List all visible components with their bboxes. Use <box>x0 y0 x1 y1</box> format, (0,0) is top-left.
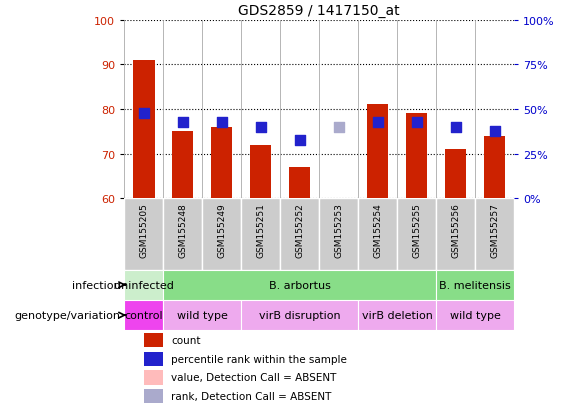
Point <box>295 138 304 144</box>
Point <box>178 120 187 126</box>
Text: B. arbortus: B. arbortus <box>269 280 331 290</box>
Bar <box>241 199 280 270</box>
Bar <box>144 352 163 366</box>
Point <box>257 124 266 131</box>
Bar <box>133 61 154 199</box>
Text: rank, Detection Call = ABSENT: rank, Detection Call = ABSENT <box>171 392 332 401</box>
Bar <box>436 300 514 330</box>
Text: GSM155253: GSM155253 <box>334 202 343 257</box>
Bar <box>406 114 427 199</box>
Text: GSM155249: GSM155249 <box>218 202 226 257</box>
Point <box>490 128 499 135</box>
Point <box>412 120 421 126</box>
Text: value, Detection Call = ABSENT: value, Detection Call = ABSENT <box>171 373 336 382</box>
Text: infection: infection <box>72 280 120 290</box>
Point <box>217 120 226 126</box>
Text: wild type: wild type <box>450 311 501 320</box>
Bar <box>397 199 436 270</box>
Text: GSM155252: GSM155252 <box>295 202 304 257</box>
Text: uninfected: uninfected <box>114 280 173 290</box>
Bar <box>358 300 436 330</box>
Text: genotype/variation: genotype/variation <box>14 311 120 320</box>
Bar <box>211 128 232 199</box>
Point <box>139 111 148 117</box>
Text: virB deletion: virB deletion <box>362 311 433 320</box>
Bar <box>289 168 310 199</box>
Bar <box>475 199 514 270</box>
Bar <box>250 145 271 199</box>
Text: GSM155248: GSM155248 <box>179 202 187 257</box>
Text: GSM155205: GSM155205 <box>140 202 148 257</box>
Text: GSM155256: GSM155256 <box>451 202 460 257</box>
Bar <box>172 132 193 199</box>
Bar <box>163 199 202 270</box>
Text: GSM155251: GSM155251 <box>257 202 265 257</box>
Bar <box>241 300 358 330</box>
Title: GDS2859 / 1417150_at: GDS2859 / 1417150_at <box>238 4 400 18</box>
Bar <box>163 300 241 330</box>
Point <box>373 120 382 126</box>
Bar <box>436 270 514 300</box>
Bar <box>367 105 388 199</box>
Bar <box>436 199 475 270</box>
Bar <box>202 199 241 270</box>
Text: B. melitensis: B. melitensis <box>440 280 511 290</box>
Bar <box>484 136 505 199</box>
Bar <box>144 370 163 385</box>
Text: GSM155254: GSM155254 <box>373 202 382 257</box>
Text: control: control <box>124 311 163 320</box>
Point <box>334 124 343 131</box>
Text: percentile rank within the sample: percentile rank within the sample <box>171 354 347 364</box>
Text: virB disruption: virB disruption <box>259 311 341 320</box>
Bar <box>144 333 163 347</box>
Point <box>451 124 460 131</box>
Bar <box>358 199 397 270</box>
Bar <box>144 389 163 404</box>
Bar <box>163 270 436 300</box>
Bar <box>280 199 319 270</box>
Bar <box>319 199 358 270</box>
Text: wild type: wild type <box>177 311 228 320</box>
Bar <box>124 199 163 270</box>
Text: count: count <box>171 335 201 345</box>
Bar <box>124 300 163 330</box>
Text: GSM155257: GSM155257 <box>490 202 499 257</box>
Bar <box>445 150 466 199</box>
Text: GSM155255: GSM155255 <box>412 202 421 257</box>
Bar <box>124 270 163 300</box>
